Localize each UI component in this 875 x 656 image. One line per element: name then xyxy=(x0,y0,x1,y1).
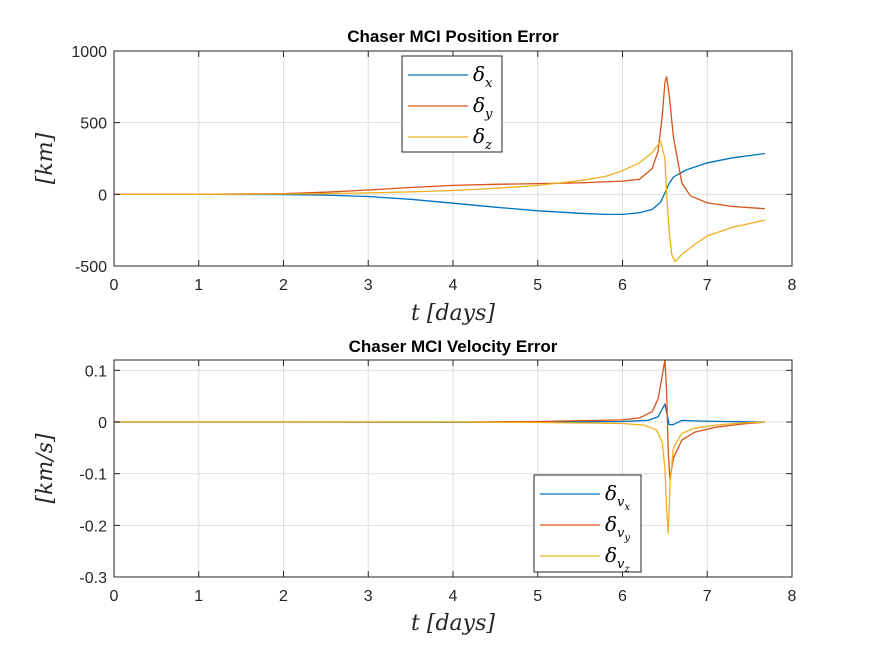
velocity-legend-entry: δvy xyxy=(605,512,630,544)
position-ytick-label: 0 xyxy=(98,187,107,204)
position-ytick-label: -500 xyxy=(75,259,107,276)
velocity-ytick-label: -0.1 xyxy=(79,467,107,484)
position-legend-entry: δy xyxy=(473,93,493,122)
position-legend-entry: δx xyxy=(473,62,493,91)
velocity-ytick-label: 0.1 xyxy=(85,363,107,380)
position-legend-entry: δz xyxy=(473,124,492,153)
velocity-xtick-label: 3 xyxy=(364,588,373,605)
velocity-ytick-label: -0.3 xyxy=(79,570,107,587)
velocity-legend-entry: δvx xyxy=(605,481,630,513)
velocity-ytick-label: 0 xyxy=(98,415,107,432)
position-ytick-label: 1000 xyxy=(71,44,107,61)
position-x-axis-label: t [days] xyxy=(411,301,495,326)
velocity-ytick-label: -0.2 xyxy=(79,518,107,535)
velocity-xtick-label: 0 xyxy=(110,588,119,605)
velocity-xtick-label: 1 xyxy=(194,588,203,605)
position-xtick-label: 4 xyxy=(449,277,458,294)
position-xtick-label: 3 xyxy=(364,277,373,294)
position-xtick-label: 7 xyxy=(703,277,712,294)
velocity-series-y xyxy=(114,360,765,480)
position-xtick-label: 0 xyxy=(110,277,119,294)
velocity-x-axis-label: t [days] xyxy=(411,611,495,636)
position-series-y xyxy=(114,76,765,210)
position-series-z xyxy=(114,140,766,263)
position-ytick-label: 500 xyxy=(80,116,107,133)
velocity-xtick-label: 5 xyxy=(533,588,542,605)
velocity-series-z xyxy=(114,421,765,534)
velocity-xtick-label: 8 xyxy=(788,588,797,605)
velocity-chart-title: Chaser MCI Velocity Error xyxy=(349,337,558,356)
position-chart-title: Chaser MCI Position Error xyxy=(347,27,559,46)
position-legend-box xyxy=(401,55,503,153)
velocity-legend-entry: δvz xyxy=(605,543,630,575)
velocity-chart: 0 1 2 3 4 5 6 7 8 -0.3 -0.2 -0.1 0 0.1 Chaser MCI Velo… xyxy=(33,337,797,636)
velocity-y-axis-label: [km/s] xyxy=(33,433,58,503)
velocity-xtick-label: 4 xyxy=(449,588,458,605)
velocity-legend-box xyxy=(533,474,642,573)
position-xtick-label: 1 xyxy=(194,277,203,294)
position-y-axis-label: [km] xyxy=(33,132,58,184)
position-xtick-label: 8 xyxy=(788,277,797,294)
velocity-xtick-label: 6 xyxy=(618,588,627,605)
position-xtick-label: 2 xyxy=(279,277,288,294)
velocity-xtick-label: 7 xyxy=(703,588,712,605)
position-xtick-label: 6 xyxy=(618,277,627,294)
position-xtick-label: 5 xyxy=(533,277,542,294)
velocity-xtick-label: 2 xyxy=(279,588,288,605)
